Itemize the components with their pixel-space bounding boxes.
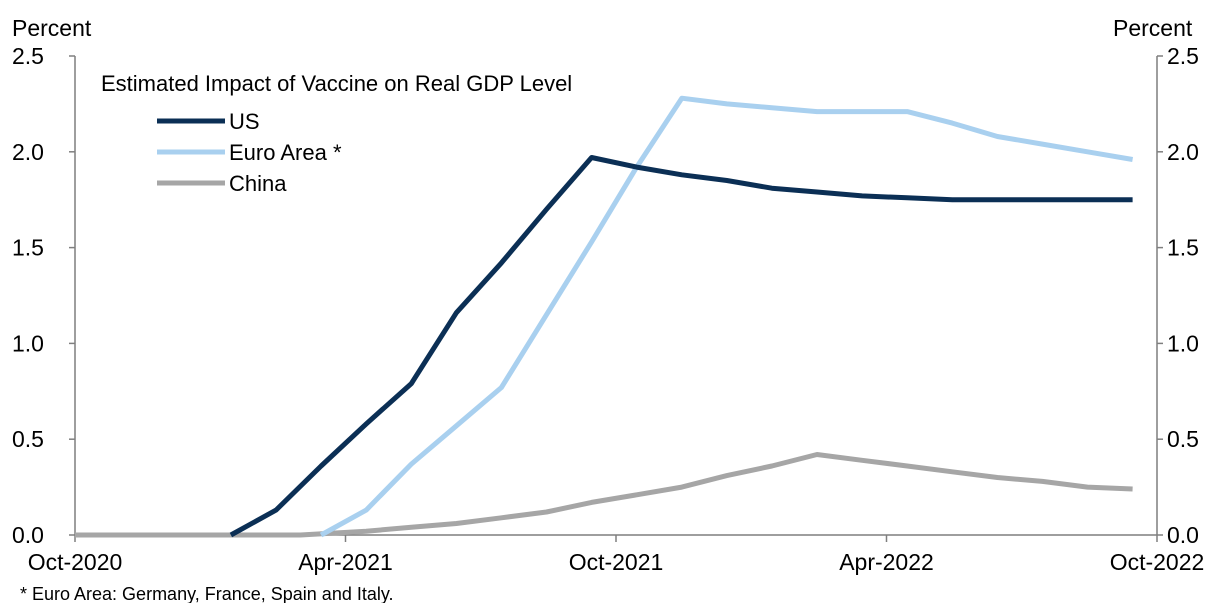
series-lines — [75, 95, 1134, 538]
legend: US Euro Area * China — [157, 109, 342, 196]
y-tick-label-right: 1.5 — [1167, 235, 1199, 261]
legend-label-euro-area: Euro Area * — [229, 140, 342, 165]
series-line-us — [229, 155, 1133, 538]
x-tick-label: Apr-2022 — [839, 549, 934, 575]
x-tick-label: Oct-2020 — [28, 549, 123, 575]
y-tick-label-left: 1.0 — [12, 330, 44, 356]
series-line-euro-area — [319, 95, 1134, 538]
y-tick-label-left: 0.0 — [12, 522, 44, 548]
y-tick-label-right: 2.5 — [1167, 43, 1199, 69]
y-tick-label-left: 1.5 — [12, 235, 44, 261]
x-tick-label: Apr-2021 — [298, 549, 393, 575]
legend-label-us: US — [229, 109, 260, 134]
y-tick-label-left: 2.5 — [12, 43, 44, 69]
axes: 0.0 0.0 0.5 0.5 1.0 1.0 1.5 1.5 2.0 2.0 2.5 2.5 Oct-… — [12, 43, 1204, 575]
y-tick-label-right: 0.5 — [1167, 426, 1199, 452]
chart-title: Estimated Impact of Vaccine on Real GDP … — [101, 71, 572, 96]
y-tick-label-right: 1.0 — [1167, 330, 1199, 356]
y-tick-label-left: 2.0 — [12, 139, 44, 165]
footnote: * Euro Area: Germany, France, Spain and … — [20, 584, 394, 603]
left-axis-unit: Percent — [12, 15, 92, 41]
series-line-china — [75, 452, 1133, 538]
right-axis-unit: Percent — [1113, 15, 1193, 41]
y-tick-label-right: 0.0 — [1167, 522, 1199, 548]
y-tick-label-left: 0.5 — [12, 426, 44, 452]
x-tick-label: Oct-2021 — [569, 549, 664, 575]
x-tick-label: Oct-2022 — [1110, 549, 1205, 575]
legend-label-china: China — [229, 171, 287, 196]
y-tick-label-right: 2.0 — [1167, 139, 1199, 165]
